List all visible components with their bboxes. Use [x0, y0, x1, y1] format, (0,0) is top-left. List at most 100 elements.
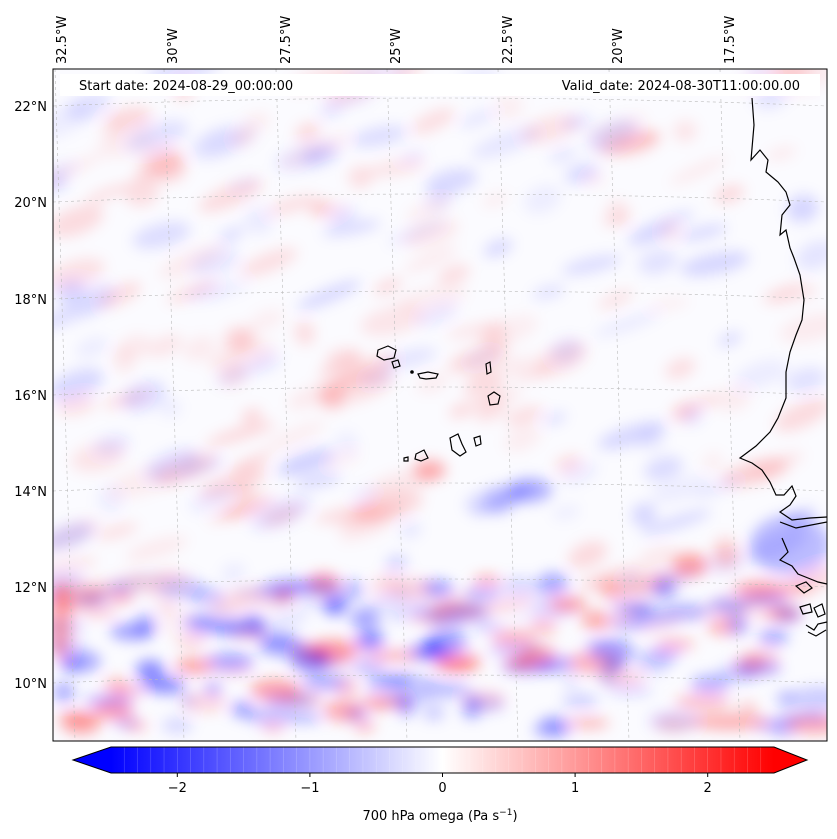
omega-cell [568, 541, 608, 569]
omega-cell [531, 284, 566, 300]
omega-cell [474, 400, 507, 423]
omega-cell [597, 580, 624, 597]
omega-cell [261, 721, 285, 734]
omega-cell [364, 697, 409, 707]
omega-cell [609, 132, 662, 151]
start-date-label: Start date: 2024-08-29_00:00:00 [79, 79, 293, 94]
omega-cell [422, 704, 446, 721]
parallel-line [53, 386, 827, 396]
colorbar-label: 700 hPa omega (Pa s−1) [362, 808, 517, 824]
omega-cell [323, 700, 362, 722]
coastlines [376, 97, 827, 637]
omega-feature [323, 595, 347, 615]
sao-nicolau-island [417, 371, 439, 380]
omega-cell [654, 715, 693, 733]
omega-cell [405, 196, 451, 222]
omega-cell [53, 174, 69, 192]
omega-cell [531, 608, 574, 618]
omega-cell [257, 582, 297, 599]
omega-cell [656, 639, 696, 649]
parallel-line [53, 482, 827, 492]
omega-cell [189, 248, 240, 277]
colorbar-gradient [111, 747, 774, 773]
omega-cell [550, 337, 583, 364]
omega-cell [75, 336, 109, 359]
omega-cell [766, 147, 797, 160]
omega-cell [348, 165, 372, 189]
omega-cell [157, 612, 198, 633]
omega-cell [53, 292, 108, 329]
omega-cell [415, 303, 459, 327]
omega-cell [161, 717, 193, 734]
meridian-line [163, 69, 185, 741]
omega-cell [459, 109, 496, 129]
omega-cell [139, 146, 183, 175]
meridian-line [275, 69, 297, 741]
omega-cell [96, 523, 139, 540]
omega-feature [508, 478, 552, 502]
omega-cell [776, 691, 797, 707]
lat-label-12n: 12°N [14, 581, 47, 596]
lon-label-20w: 20°W [611, 28, 626, 64]
fogo-island [414, 449, 429, 462]
omega-cell [733, 580, 789, 599]
colorbar-tick-label: 1 [571, 781, 579, 796]
omega-cell [233, 484, 255, 499]
omega-cell [122, 380, 166, 412]
omega-cell [411, 108, 456, 135]
omega-cell [366, 650, 422, 661]
omega-cell [110, 583, 131, 593]
omega-cell [108, 464, 179, 499]
omega-cell [783, 710, 827, 722]
omega-cell [240, 247, 298, 277]
omega-cell [763, 280, 806, 302]
colorbar-tick-label: −2 [168, 781, 187, 796]
omega-cell [206, 652, 254, 671]
omega-feature [750, 515, 827, 575]
omega-cell [399, 522, 422, 539]
colorbar-band-lines [123, 747, 762, 773]
omega-cell [351, 125, 408, 148]
maio-island [473, 435, 482, 447]
omega-cell [125, 120, 189, 152]
omega-cell [648, 297, 690, 311]
omega-cell [702, 452, 724, 472]
omega-cell [653, 576, 677, 600]
omega-cell [474, 623, 504, 632]
omega-cell [529, 597, 554, 608]
omega-field [53, 69, 827, 739]
lat-label-10n: 10°N [14, 677, 47, 692]
info-box [60, 74, 820, 96]
lon-label-32-5w: 32.5°W [55, 16, 70, 64]
omega-cell [491, 629, 536, 647]
santo-antao-island [376, 345, 397, 361]
santiago-island [449, 433, 467, 457]
omega-cell [548, 147, 578, 164]
omega-cell [244, 207, 273, 235]
omega-cell [409, 614, 451, 624]
omega-cell [644, 456, 683, 481]
omega-cell [215, 617, 268, 637]
lon-label-22-5w: 22.5°W [501, 16, 516, 64]
omega-cell [319, 92, 375, 110]
omega-cell [561, 694, 599, 708]
omega-cell [678, 224, 728, 241]
omega-cell [503, 425, 541, 452]
omega-cell [447, 345, 508, 373]
omega-cell [112, 346, 134, 374]
omega-cell [738, 702, 758, 713]
omega-cell [208, 504, 260, 523]
omega-cell [241, 112, 270, 133]
omega-cell [368, 672, 417, 682]
omega-cell [627, 210, 695, 240]
omega-cell [464, 588, 501, 599]
omega-cell [159, 397, 181, 418]
omega-cell [335, 431, 359, 455]
omega-cell [66, 91, 111, 120]
omega-cell [462, 701, 482, 720]
omega-cell [415, 681, 470, 698]
omega-cell [708, 597, 749, 615]
omega-cell [670, 394, 722, 417]
omega-cell [529, 618, 558, 635]
omega-cell [791, 686, 827, 710]
